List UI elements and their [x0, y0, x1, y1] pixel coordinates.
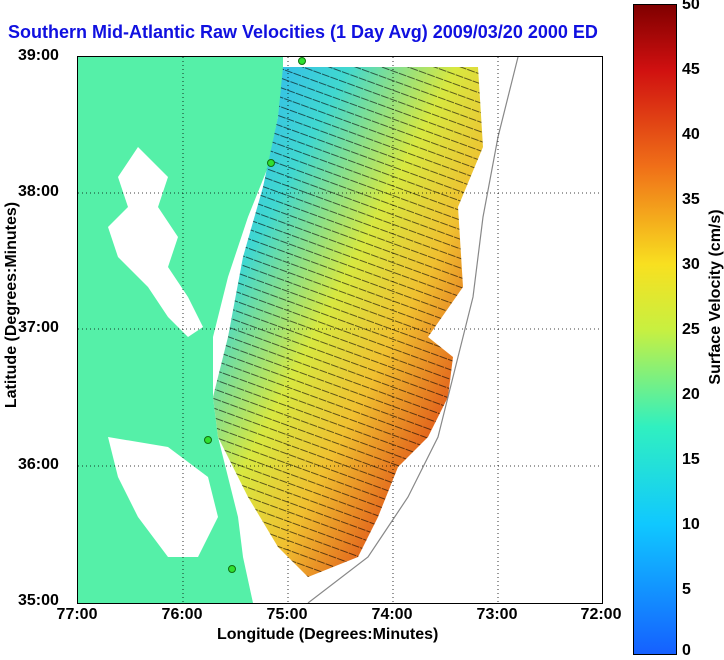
colorbar-tick: 45 — [682, 61, 700, 78]
xtick-label: 73:00 — [476, 606, 518, 623]
xtick-label: 75:00 — [266, 606, 308, 623]
colorbar-tick: 35 — [682, 191, 700, 208]
colorbar-tick: 50 — [682, 0, 700, 13]
ytick-label: 39:00 — [18, 47, 59, 64]
ytick-label: 35:00 — [18, 592, 59, 609]
ytick-label: 38:00 — [18, 183, 59, 200]
colorbar-tick: 20 — [682, 386, 700, 403]
bay-area — [108, 147, 203, 337]
sound-area — [108, 437, 218, 557]
xtick-label: 74:00 — [371, 606, 413, 623]
colorbar-tick: 25 — [682, 321, 700, 338]
shelf-contour — [307, 57, 519, 603]
y-axis-label: Latitude (Degrees:Minutes) — [3, 201, 20, 409]
colorbar-tick: 15 — [682, 451, 700, 468]
xtick-label: 76:00 — [161, 606, 203, 623]
radar-sites — [204, 57, 306, 573]
colorbar-tick: 10 — [682, 516, 700, 533]
colorbar-tick: 5 — [682, 581, 691, 598]
ytick-label: 36:00 — [18, 456, 59, 473]
map-canvas — [78, 57, 602, 603]
colorbar-gradient — [634, 5, 676, 654]
x-axis-label: Longitude (Degrees:Minutes) — [217, 626, 439, 643]
xtick-label: 77:00 — [56, 606, 98, 623]
map-title: Southern Mid-Atlantic Raw Velocities (1 … — [8, 22, 598, 42]
colorbar-label: Surface Velocity (cm/s) — [707, 209, 724, 385]
colorbar — [633, 4, 677, 655]
colorbar-tick: 30 — [682, 256, 700, 273]
xtick-label: 72:00 — [580, 606, 622, 623]
grid-lines — [78, 57, 602, 603]
colorbar-tick: 40 — [682, 126, 700, 143]
ytick-label: 37:00 — [18, 319, 59, 336]
colorbar-tick: 0 — [682, 642, 691, 659]
velocity-map — [77, 56, 603, 604]
